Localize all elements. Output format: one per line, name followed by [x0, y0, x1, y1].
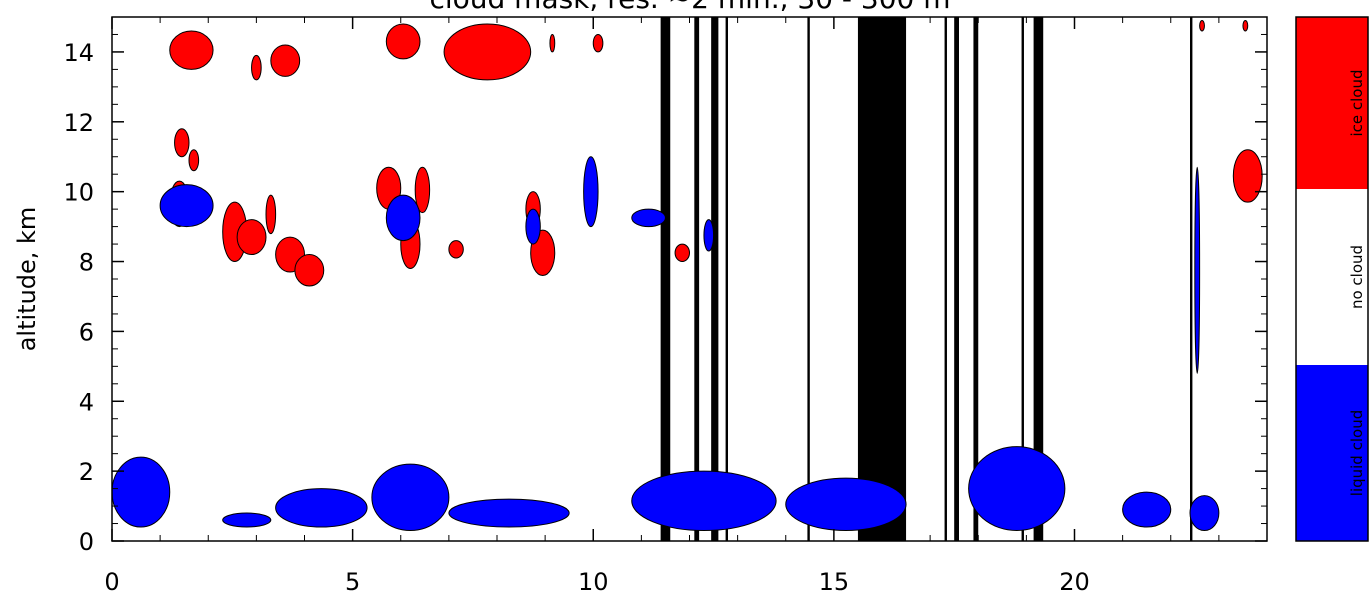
ice-cloud-region-0	[169, 30, 214, 70]
ice-cloud-region-2	[270, 44, 301, 77]
liquid-cloud-region-9	[1189, 495, 1220, 532]
missing-data-bands	[660, 17, 1193, 541]
liquid-cloud-region-1	[222, 512, 272, 528]
missing-band-7	[954, 17, 959, 541]
ice-cloud-region-5	[549, 33, 556, 53]
colorbar-segment-0	[1296, 17, 1368, 189]
liquid-cloud-region-2	[275, 488, 368, 528]
liquid-cloud-region-12	[525, 208, 541, 245]
ice-cloud-region-12	[265, 194, 277, 235]
y-tick-label-1: 2	[79, 458, 94, 486]
liquid-cloud-region-15	[703, 219, 715, 252]
liquid-cloud-region-3	[371, 463, 450, 532]
ice-cloud-region-4	[443, 23, 532, 81]
ice-cloud-region-22	[1232, 149, 1263, 203]
plot-frame	[111, 16, 1268, 542]
y-tick-label-4: 8	[79, 249, 94, 277]
missing-band-1	[694, 17, 700, 541]
x-tick-label-0: 0	[104, 568, 119, 596]
liquid-cloud-region-6	[785, 477, 907, 532]
ice-cloud-region-21	[674, 243, 690, 263]
ice-cloud-region-18	[448, 240, 464, 259]
ice-cloud-layer	[169, 19, 1263, 287]
colorbar: ice cloud no cloud liquid cloud	[1295, 16, 1369, 542]
ice-cloud-region-24	[1242, 19, 1249, 32]
colorbar-label-0: ice cloud	[1348, 69, 1366, 136]
missing-band-0	[660, 17, 671, 541]
y-tick-label-6: 12	[63, 109, 94, 137]
ice-cloud-region-14	[294, 254, 325, 287]
plot-area	[111, 16, 1268, 542]
x-tick-label-2: 10	[578, 568, 609, 596]
liquid-cloud-region-10	[159, 184, 214, 228]
y-tick-label-2: 4	[79, 388, 94, 416]
missing-band-3	[725, 17, 728, 541]
colorbar-label-2: liquid cloud	[1348, 410, 1366, 496]
y-tick-label-0: 0	[79, 528, 94, 556]
liquid-cloud-region-14	[631, 208, 666, 228]
y-axis-label: altitude, km	[13, 207, 41, 352]
liquid-cloud-region-4	[448, 498, 570, 528]
missing-band-2	[711, 17, 719, 541]
y-tick-label-3: 6	[79, 318, 94, 346]
x-tick-label-4: 20	[1059, 568, 1090, 596]
missing-band-5	[857, 17, 907, 541]
ice-cloud-region-7	[174, 128, 190, 158]
colorbar-segment-1	[1296, 189, 1368, 365]
ice-cloud-region-1	[251, 54, 262, 81]
y-tick-label-7: 14	[63, 39, 94, 67]
liquid-cloud-layer	[112, 156, 1220, 532]
x-tick-label-3: 15	[819, 568, 850, 596]
liquid-cloud-region-7	[968, 446, 1066, 532]
colorbar-segment-2	[1296, 365, 1368, 541]
missing-band-11	[1190, 17, 1193, 541]
missing-band-6	[944, 17, 947, 541]
ice-cloud-region-8	[188, 149, 200, 172]
liquid-cloud-region-0	[112, 456, 171, 528]
ice-cloud-region-11	[236, 219, 267, 256]
ice-cloud-region-3	[385, 23, 421, 60]
x-tick-label-1: 5	[345, 568, 360, 596]
missing-band-8	[973, 17, 979, 541]
ice-cloud-region-6	[592, 33, 604, 53]
ice-cloud-region-17	[414, 166, 431, 214]
colorbar-label-1: no cloud	[1348, 245, 1366, 309]
ice-cloud-region-23	[1199, 19, 1205, 32]
missing-band-10	[1033, 17, 1044, 541]
chart-title: cloud mask, res. ~2 min., 30 - 300 m	[429, 0, 950, 15]
colorbar-frame	[1295, 16, 1369, 542]
axes: 0 5 10 15 20 0 2 4 6 8 10 12 14	[63, 17, 1267, 596]
liquid-cloud-region-13	[583, 156, 599, 228]
liquid-cloud-region-5	[631, 470, 777, 532]
missing-band-9	[1021, 17, 1024, 541]
missing-band-4	[807, 17, 810, 541]
liquid-cloud-region-16	[1194, 166, 1201, 374]
y-tick-label-5: 10	[63, 179, 94, 207]
liquid-cloud-region-8	[1122, 491, 1172, 528]
liquid-cloud-region-11	[385, 194, 421, 242]
